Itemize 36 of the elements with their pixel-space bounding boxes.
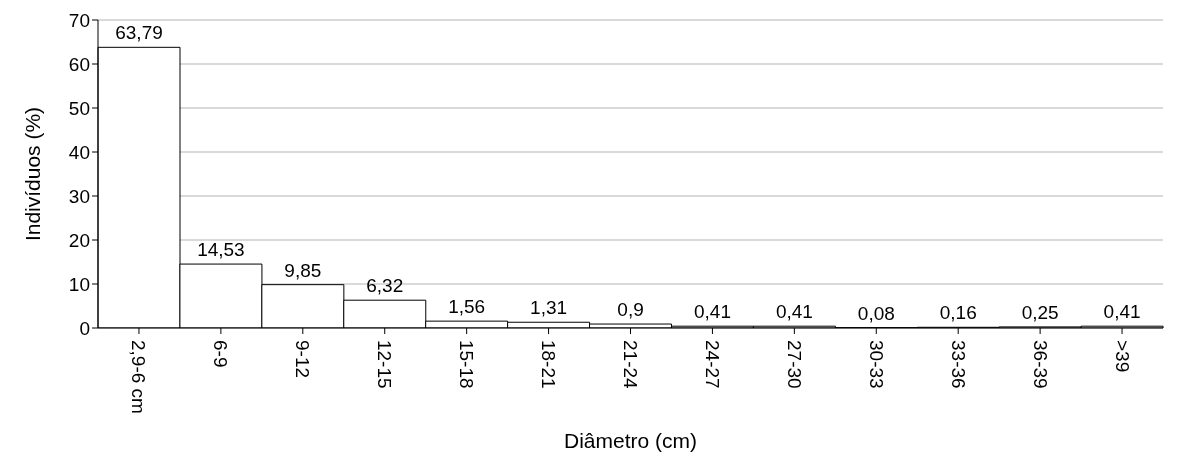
y-tick-label: 70 bbox=[68, 9, 90, 31]
y-tick-label: 10 bbox=[68, 273, 90, 295]
y-tick-label: 50 bbox=[68, 97, 90, 119]
x-tick-label: 27-30 bbox=[783, 340, 805, 389]
data-label: 0,16 bbox=[939, 302, 977, 324]
y-tick-label: 20 bbox=[68, 229, 90, 251]
x-tick-label: 24-27 bbox=[701, 340, 723, 389]
x-tick-label: >39 bbox=[1111, 340, 1133, 373]
x-tick-label: 30-33 bbox=[865, 340, 887, 389]
y-tick-label: 30 bbox=[68, 185, 90, 207]
data-label: 0,41 bbox=[1103, 301, 1141, 323]
x-tick-label: 36-39 bbox=[1029, 340, 1051, 389]
x-tick-label: 33-36 bbox=[947, 340, 969, 389]
y-tick-label: 40 bbox=[68, 141, 90, 163]
x-tick-label: 21-24 bbox=[620, 340, 641, 390]
data-label: 6,32 bbox=[366, 275, 404, 297]
data-label: 0,9 bbox=[617, 299, 644, 321]
x-tick-label: 18-21 bbox=[538, 340, 560, 389]
y-tick-label: 60 bbox=[68, 53, 90, 75]
data-label: 9,85 bbox=[284, 259, 322, 281]
data-label: 14,53 bbox=[197, 239, 245, 261]
data-label: 0,41 bbox=[693, 301, 731, 323]
data-label: 0,25 bbox=[1021, 301, 1059, 323]
x-tick-label: 2,9-6 cm bbox=[128, 340, 150, 414]
y-tick-label: 0 bbox=[79, 317, 90, 339]
x-tick-label: 15-18 bbox=[456, 340, 478, 389]
data-label: 63,79 bbox=[115, 22, 163, 44]
data-label: 0,41 bbox=[775, 301, 813, 323]
x-tick-label: 6-9 bbox=[210, 340, 232, 368]
x-axis-title: Diâmetro (cm) bbox=[563, 429, 698, 452]
data-label: 1,56 bbox=[448, 296, 486, 318]
data-label: 0,08 bbox=[857, 302, 895, 324]
data-label: 1,31 bbox=[530, 297, 568, 319]
x-tick-label: 12-15 bbox=[374, 340, 396, 389]
x-tick-label: 9-12 bbox=[292, 340, 314, 379]
y-axis-title: Indivíduos (%) bbox=[21, 106, 45, 242]
